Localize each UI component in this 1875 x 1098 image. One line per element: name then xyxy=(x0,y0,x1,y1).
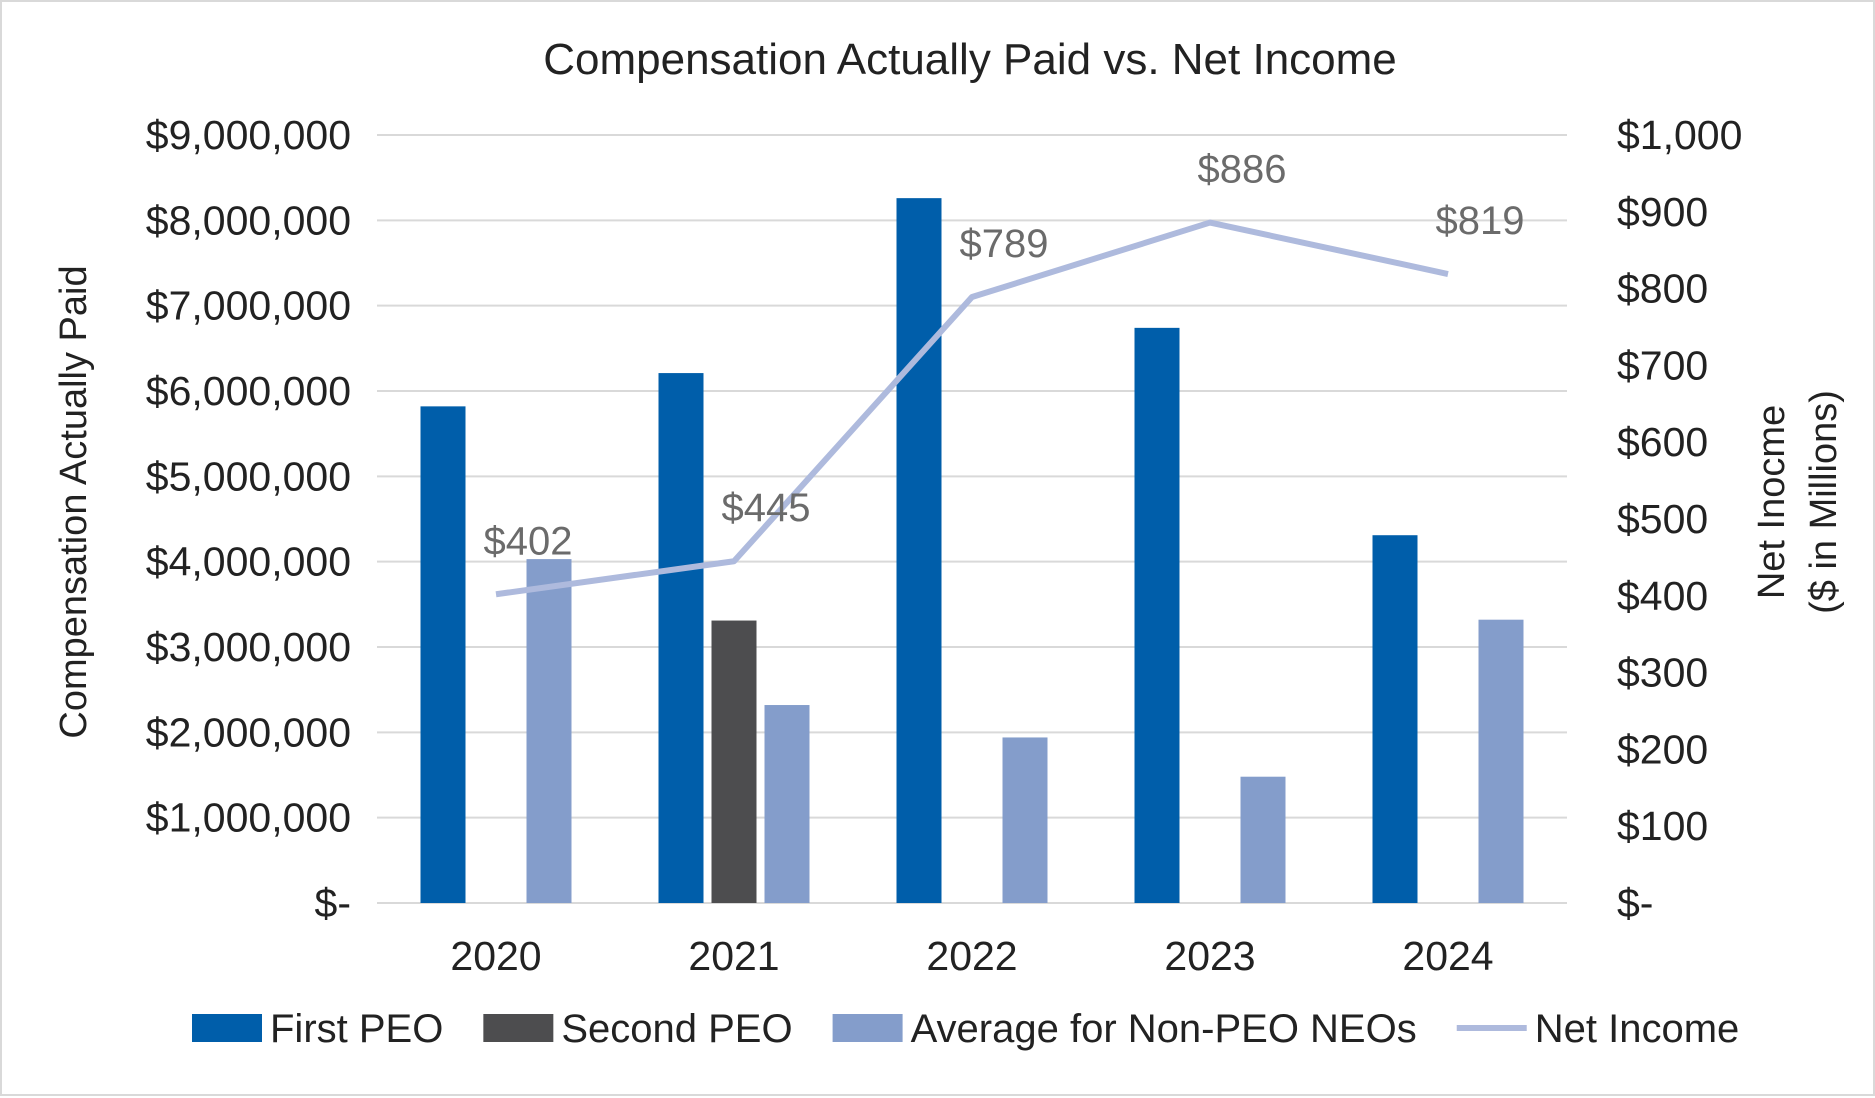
legend-label-first-peo: First PEO xyxy=(270,1007,443,1051)
right-tick-label: $1,000 xyxy=(1617,112,1742,158)
x-tick-label: 2024 xyxy=(1402,933,1493,979)
left-axis-ticks: $- $1,000,000 $2,000,000 $3,000,000 $4,000,0… xyxy=(146,112,351,926)
bar-average-for-non-peo-neos-2023 xyxy=(1240,776,1286,903)
legend-swatch-second-peo xyxy=(483,1014,554,1042)
left-tick-label: $4,000,000 xyxy=(146,539,351,585)
net-income-data-label: $886 xyxy=(1198,148,1287,192)
bar-average-for-non-peo-neos-2024 xyxy=(1478,619,1524,903)
right-axis-title-line2: ($ in Millions) xyxy=(1803,390,1845,614)
net-income-data-label: $789 xyxy=(960,222,1049,266)
net-income-data-label: $445 xyxy=(722,486,811,530)
left-tick-label: $2,000,000 xyxy=(146,709,351,755)
left-tick-label: $7,000,000 xyxy=(146,283,351,329)
right-tick-label: $800 xyxy=(1617,266,1708,312)
bar-first-peo-2021 xyxy=(658,373,704,904)
left-tick-label: $1,000,000 xyxy=(146,795,351,841)
bars xyxy=(420,198,1524,904)
net-income-data-label: $402 xyxy=(484,519,573,563)
bar-first-peo-2023 xyxy=(1134,327,1180,903)
legend-label-net-income: Net Income xyxy=(1535,1007,1740,1051)
net-income-data-label: $819 xyxy=(1436,199,1525,243)
right-tick-label: $500 xyxy=(1617,496,1708,542)
left-axis-title: Compensation Actually Paid xyxy=(53,265,95,738)
left-tick-label: $- xyxy=(315,880,351,926)
legend-label-second-peo: Second PEO xyxy=(561,1007,792,1051)
right-tick-label: $200 xyxy=(1617,726,1708,772)
right-tick-label: $- xyxy=(1617,880,1653,926)
right-tick-label: $400 xyxy=(1617,573,1708,619)
bar-first-peo-2020 xyxy=(420,406,466,903)
bar-average-for-non-peo-neos-2022 xyxy=(1002,737,1048,903)
gridlines xyxy=(377,134,1567,904)
x-tick-label: 2022 xyxy=(926,933,1017,979)
right-tick-label: $100 xyxy=(1617,803,1708,849)
right-axis-title-line1: Net Inocme xyxy=(1751,405,1793,599)
data-labels: $402 $445 $789 $886 $819 xyxy=(484,148,1525,564)
bar-second-peo-2021 xyxy=(711,620,757,903)
net-income-line-layer xyxy=(495,219,1449,598)
bar-average-for-non-peo-neos-2020 xyxy=(526,559,572,903)
right-tick-label: $700 xyxy=(1617,342,1708,388)
x-tick-label: 2021 xyxy=(688,933,779,979)
x-axis-ticks: 2020 2021 2022 2023 2024 xyxy=(450,933,1493,979)
left-tick-label: $5,000,000 xyxy=(146,453,351,499)
right-tick-label: $600 xyxy=(1617,419,1708,465)
left-tick-label: $6,000,000 xyxy=(146,368,351,414)
legend-swatch-average-for-non-peo-neos xyxy=(832,1014,903,1042)
legend-swatch-first-peo xyxy=(192,1014,262,1042)
bar-first-peo-2024 xyxy=(1372,535,1418,903)
legend-label-average-for-non-peo-neos: Average for Non-PEO NEOs xyxy=(911,1007,1417,1051)
left-tick-label: $3,000,000 xyxy=(146,624,351,670)
left-tick-label: $9,000,000 xyxy=(146,112,351,158)
chart-title: Compensation Actually Paid vs. Net Incom… xyxy=(543,35,1397,84)
right-axis-ticks: $- $100 $200 $300 $400 $500 $600 $700 $800 $900 $1… xyxy=(1617,112,1742,926)
right-tick-label: $900 xyxy=(1617,189,1708,235)
right-tick-label: $300 xyxy=(1617,650,1708,696)
left-tick-label: $8,000,000 xyxy=(146,197,351,243)
net-income-line xyxy=(495,219,1449,598)
legend: First PEO Second PEO Average for Non-PEO N… xyxy=(192,1007,1739,1051)
x-tick-label: 2023 xyxy=(1164,933,1255,979)
x-tick-label: 2020 xyxy=(450,933,541,979)
bar-first-peo-2022 xyxy=(896,198,942,903)
bar-average-for-non-peo-neos-2021 xyxy=(764,705,810,903)
